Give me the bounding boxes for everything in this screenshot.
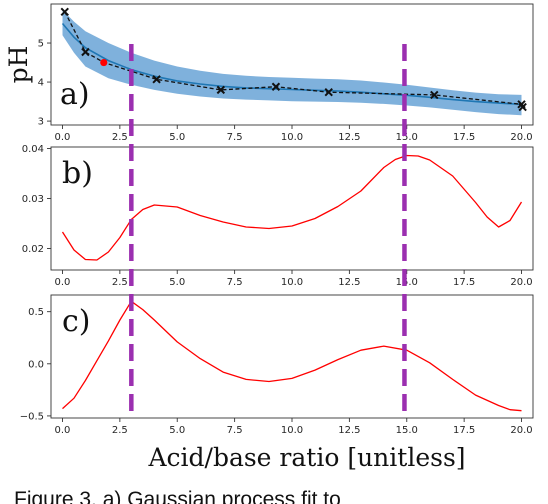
x-tick-label: 20.0	[510, 277, 532, 288]
x-tick-label: 2.5	[112, 425, 128, 436]
x-tick-label: 0.0	[55, 425, 71, 436]
data-point	[60, 7, 69, 17]
x-tick-label: 5.0	[169, 277, 185, 288]
y-tick-label: 5	[38, 39, 44, 50]
data-point	[81, 47, 90, 57]
x-tick-label: 5.0	[169, 132, 185, 143]
panel-label: a)	[60, 77, 90, 112]
x-tick-label: 2.5	[112, 132, 128, 143]
y-tick-label: 0.5	[28, 307, 44, 318]
x-tick-label: 5.0	[169, 425, 185, 436]
x-tick-label: 12.5	[338, 425, 360, 436]
chart-panel-2: 0.0 2.5 5.0 7.5 10.0 12.5 15.0 17.5 20.0 0.02 0.03…	[22, 144, 534, 288]
x-tick-label: 20.0	[510, 425, 532, 436]
point-mark-stroke	[81, 47, 90, 57]
panel-label: c)	[62, 304, 91, 339]
x-tick-label: 15.0	[396, 277, 418, 288]
x-tick-label: 20.0	[510, 132, 532, 143]
point-mark-stroke	[324, 88, 333, 97]
data-point	[324, 88, 333, 97]
point-mark-stroke	[517, 100, 526, 109]
x-tick-label: 12.5	[338, 132, 360, 143]
chart-panel-1: 0.0 2.5 5.0 7.5 10.0 12.5 15.0 17.5 20.0 3 4 5 a) pH	[4, 3, 534, 143]
y-tick-label: 0.04	[22, 144, 44, 155]
x-tick-label: 10.0	[281, 425, 303, 436]
point-mark-stroke	[60, 7, 69, 17]
x-tick-label: 17.5	[453, 277, 475, 288]
x-tick-label: 2.5	[112, 277, 128, 288]
point-mark-stroke	[518, 102, 527, 112]
y-tick-label: 0.0	[28, 359, 44, 370]
x-tick-label: 7.5	[227, 425, 243, 436]
figure-caption: Figure 3. a) Gaussian process fit to	[14, 488, 341, 504]
x-tick-label: 17.5	[453, 132, 475, 143]
x-tick-label: 15.0	[396, 132, 418, 143]
y-tick-label: 0.03	[22, 194, 44, 205]
panels: 0.0 2.5 5.0 7.5 10.0 12.5 15.0 17.5 20.0345a)pH0…	[4, 3, 534, 436]
vertical-marker-lines	[129, 44, 407, 414]
x-tick-label: 0.0	[55, 277, 71, 288]
data-point	[518, 102, 527, 112]
y-tick-label: 0.02	[22, 244, 44, 255]
point-mark-stroke	[216, 85, 226, 95]
gp-mean-line	[61, 22, 522, 106]
point-mark-stroke	[430, 90, 439, 100]
y-axis-title: pH	[4, 46, 33, 84]
x-tick-label: 17.5	[453, 425, 475, 436]
x-tick-label: 7.5	[227, 277, 243, 288]
x-tick-label: 10.0	[281, 132, 303, 143]
y-tick-label: 3	[38, 117, 44, 128]
y-tick-label: 4	[38, 78, 44, 89]
chart-panel-3: 0.0 2.5 5.0 7.5 10.0 12.5 15.0 17.5 20.0 0.5 0.0 −0…	[20, 294, 534, 436]
x-tick-label: 15.0	[396, 425, 418, 436]
x-tick-label: 12.5	[338, 277, 360, 288]
highlight-point	[100, 58, 108, 67]
data-point	[430, 90, 439, 100]
y-tick-label: −0.5	[20, 411, 44, 422]
data-point	[271, 82, 281, 91]
curve-line	[62, 300, 522, 412]
observation-path	[64, 11, 524, 108]
x-tick-label: 10.0	[281, 277, 303, 288]
confidence-band	[62, 9, 522, 116]
point-mark-stroke	[152, 75, 161, 84]
x-tick-label: 7.5	[227, 132, 243, 143]
data-point	[152, 75, 161, 84]
panel-label: b)	[62, 156, 93, 191]
curve-line	[61, 154, 523, 261]
data-point	[216, 85, 226, 95]
point-mark-stroke	[271, 82, 281, 91]
x-tick-label: 0.0	[55, 132, 71, 143]
plot-area	[51, 147, 533, 270]
x-axis-title: Acid/base ratio [unitless]	[147, 443, 465, 472]
